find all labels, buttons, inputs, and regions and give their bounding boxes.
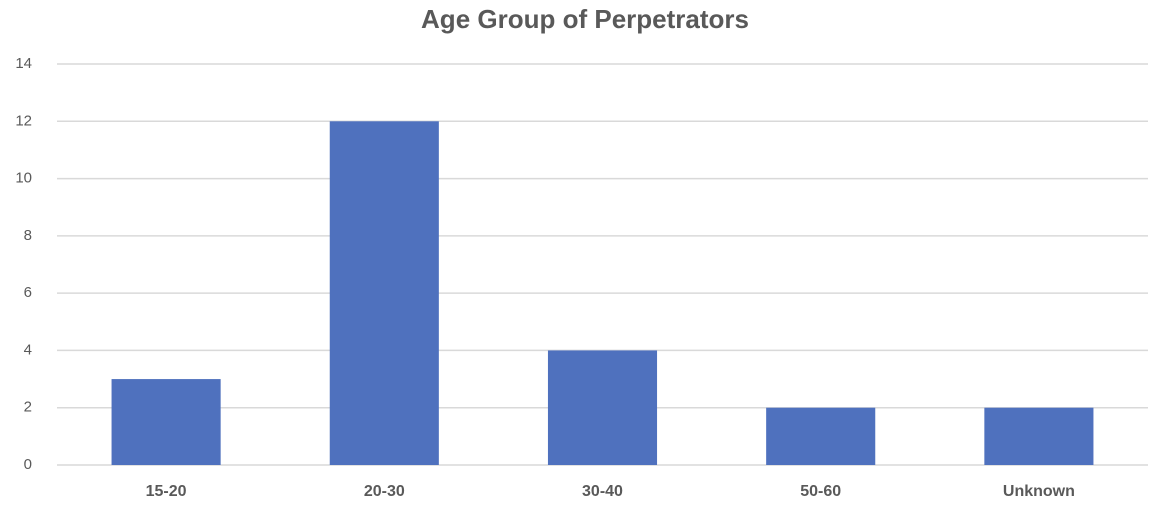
bar: [111, 379, 221, 465]
x-tick-label: 20-30: [364, 483, 405, 500]
bar: [984, 407, 1094, 465]
x-tick-label: Unknown: [1003, 483, 1075, 500]
x-tick-label: 15-20: [146, 483, 187, 500]
y-tick-label: 8: [24, 227, 32, 244]
bar: [766, 407, 876, 465]
x-tick-label: 30-40: [582, 483, 623, 500]
x-tick-label: 50-60: [800, 483, 841, 500]
y-tick-label: 6: [24, 284, 32, 301]
y-tick-label: 4: [24, 341, 32, 358]
y-tick-label: 10: [15, 170, 32, 187]
bar: [547, 350, 658, 465]
bar: [329, 121, 439, 466]
y-tick-label: 12: [15, 112, 32, 129]
chart-title: Age Group of Perpetrators: [421, 4, 749, 34]
y-tick-label: 14: [15, 55, 32, 72]
y-tick-label: 0: [24, 456, 32, 473]
y-tick-label: 2: [24, 399, 32, 416]
